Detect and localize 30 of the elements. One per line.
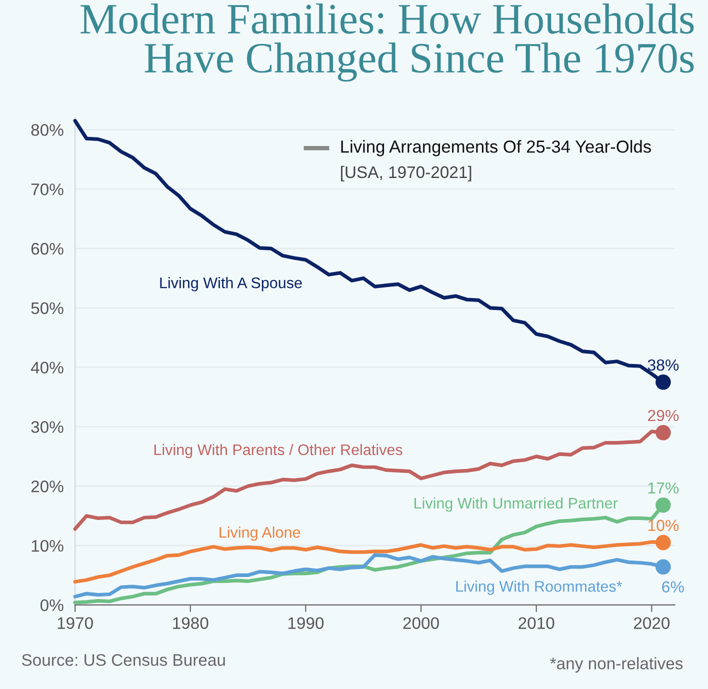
chart-title: Modern Families: How Households Have Changed Since The 1970s	[80, 3, 694, 82]
annotation: [USA, 1970-2021]	[341, 166, 472, 182]
data-label: 29%	[648, 410, 679, 422]
data-label: 38%	[648, 359, 679, 371]
x-tick-label: 1990	[288, 617, 324, 629]
text: *any non-relatives	[550, 657, 683, 673]
y-tick-label: 80%	[31, 124, 64, 136]
y-tick-label: 0%	[40, 599, 64, 612]
data-label: 6%	[662, 581, 684, 593]
y-tick-label: 70%	[31, 184, 64, 196]
y-tick-label: 30%	[31, 421, 64, 433]
x-tick-label: 2010	[518, 617, 554, 629]
series-label: Living With A Spouse	[160, 277, 302, 292]
y-tick-label: 50%	[31, 302, 64, 314]
series-label: Living Alone	[220, 526, 300, 541]
y-tick-label: 20%	[31, 480, 64, 492]
x-tick-label: 2020	[634, 617, 670, 629]
y-tick-label: 40%	[30, 362, 64, 374]
y-tick-label: 10%	[32, 540, 64, 552]
data-label: 10%	[648, 520, 679, 532]
text: Living Arrangements Of 25-34 Year-Olds	[341, 140, 651, 156]
x-tick-label: 1980	[173, 617, 208, 629]
data-label: 17%	[648, 482, 679, 494]
y-tick-label: 60%	[31, 242, 64, 255]
x-tick-label: 1970	[58, 617, 93, 629]
series-label: Living With Roommates*	[456, 580, 622, 595]
series-label: Living With Unmarried Partner	[414, 497, 618, 512]
series-label: Living With Parents / Other Relatives	[154, 444, 402, 458]
source-note: Source: US Census Bureau	[22, 654, 225, 666]
x-tick-label: 2000	[403, 617, 439, 629]
